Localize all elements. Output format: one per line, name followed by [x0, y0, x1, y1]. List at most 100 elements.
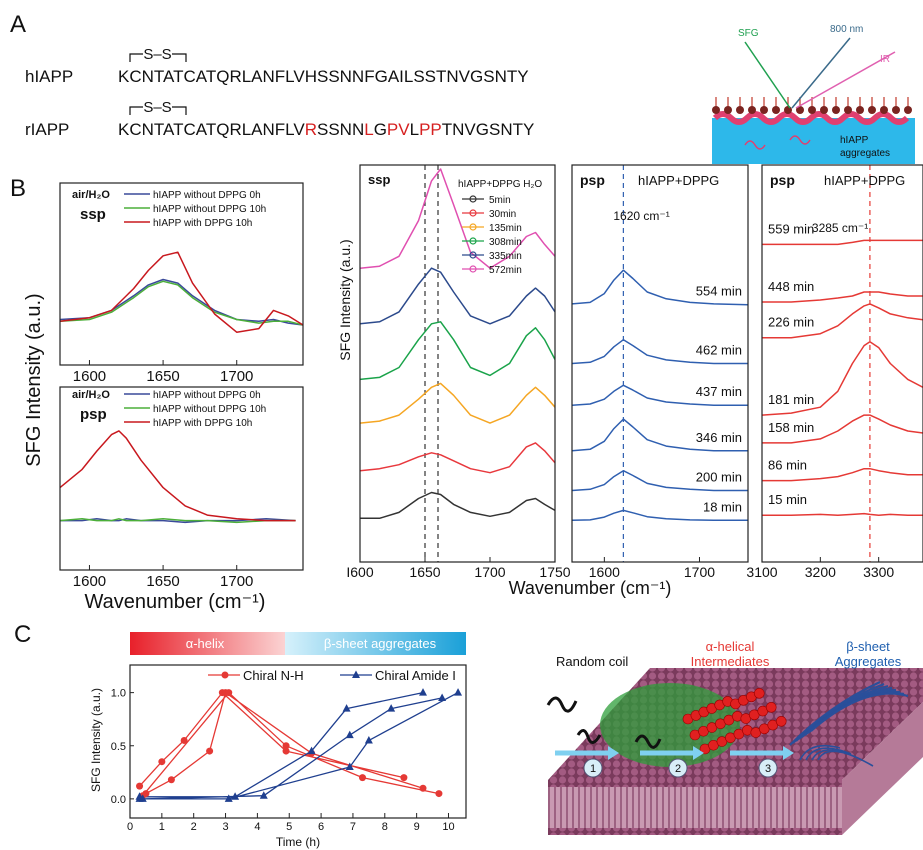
- chart: 1600 1700 554 min 462 min 437 min 346 min 200 …: [571, 164, 749, 580]
- x-tick-label: 0: [127, 821, 133, 833]
- lipid-head: [784, 106, 792, 114]
- series-line: [572, 269, 748, 306]
- disulfide-bracket: [129, 106, 187, 115]
- panel-tag: psp: [580, 172, 605, 188]
- data-point: [364, 735, 373, 744]
- data-point: [259, 791, 268, 799]
- legend-label: 30min: [489, 209, 516, 220]
- legend-marker: [469, 265, 477, 273]
- disulfide-label: S–S: [143, 46, 171, 63]
- disulfide-bracket: [129, 53, 187, 62]
- data-point: [438, 693, 447, 701]
- data-point: [454, 688, 463, 696]
- helix-bead: [753, 688, 765, 699]
- series-line: [360, 267, 555, 325]
- sequence-segment: L: [364, 120, 373, 139]
- panel-tag: psp: [80, 406, 107, 423]
- step-number: 3: [765, 763, 771, 775]
- step-badge: [668, 758, 688, 778]
- peptide-name: hIAPP: [25, 67, 73, 86]
- helices: [682, 688, 787, 755]
- membrane-front: [548, 780, 842, 835]
- membrane-front-heads: [548, 828, 842, 835]
- stage-label: Aggregates: [835, 654, 902, 669]
- x-tick-label: 9: [414, 821, 420, 833]
- sequence-segment: G: [374, 120, 387, 139]
- membrane-side: [842, 702, 923, 835]
- beam-label: 800 nm: [830, 24, 863, 35]
- phase-bar: [285, 632, 466, 655]
- lipid-head: [712, 106, 720, 114]
- series-label: 437 min: [696, 384, 742, 399]
- x-tick-label: 7: [350, 821, 356, 833]
- schematic-caption: hIAPP: [840, 135, 869, 146]
- series-label: 226 min: [768, 315, 814, 330]
- data-point: [180, 736, 188, 744]
- aggregate-layer: [712, 111, 910, 125]
- plot-area: [139, 691, 459, 800]
- lipid-head: [748, 106, 756, 114]
- disulfide-label: S–S: [143, 99, 171, 116]
- x-axis-label: Wavenumber (cm⁻¹): [509, 578, 672, 598]
- series-label: 15 min: [768, 492, 807, 507]
- series-label: 346 min: [696, 430, 742, 445]
- series-label: 18 min: [703, 499, 742, 514]
- x-axis-label: Time (h): [276, 835, 320, 849]
- sheet-strand: [810, 692, 909, 732]
- data-point: [282, 742, 290, 750]
- legend-label: Chiral Amide I: [375, 668, 456, 683]
- step-arrowhead: [693, 746, 704, 760]
- sequence-segment: SSNN: [317, 120, 364, 139]
- series-label: 86 min: [768, 458, 807, 473]
- x-tick-label: 1: [159, 821, 165, 833]
- data-point: [342, 704, 351, 712]
- lipid-head: [724, 106, 732, 114]
- chart: I600 1650 1700 1750 ssp hIAPP+DPPG H₂O 5min 30m…: [337, 164, 571, 580]
- legend-title: hIAPP+DPPG H₂O: [458, 179, 542, 190]
- series-label: 200 min: [696, 470, 742, 485]
- series-line: [60, 251, 303, 333]
- sequence-segment: L: [410, 120, 419, 139]
- data-point: [387, 704, 396, 712]
- peptide-name: rIAPP: [25, 120, 69, 139]
- plot-frame: [59, 386, 304, 571]
- y-tick-label: 0.5: [111, 741, 126, 753]
- steps: 1 2 3: [555, 746, 794, 778]
- legend-label: 135min: [489, 223, 522, 234]
- x-tick-label: 1650: [146, 573, 179, 590]
- series-line: [762, 512, 923, 516]
- lipid-head: [892, 106, 900, 114]
- substrate: [712, 118, 915, 164]
- legend-title: air/H₂O: [72, 189, 110, 201]
- data-point: [307, 746, 316, 755]
- plot-frame: [761, 164, 923, 563]
- x-tick-label: 1700: [220, 368, 253, 385]
- series-line: [762, 414, 923, 444]
- legend-label: hIAPP without DPPG 10h: [153, 404, 266, 415]
- series-label: 181 min: [768, 392, 814, 407]
- chart-title: hIAPP+DPPG: [824, 173, 905, 188]
- series-line: [572, 509, 748, 522]
- legend-label: Chiral N-H: [243, 668, 304, 683]
- beam-label: IR: [880, 54, 890, 65]
- panel-tag: ssp: [80, 206, 106, 223]
- phase-label: β-sheet aggregates: [324, 636, 437, 651]
- lipid-head: [760, 106, 768, 114]
- step-arrowhead: [783, 746, 794, 760]
- sequence-block: hIAPP S–S KCNTATCATQRLANFLVHSSNNFGAILSST…: [25, 46, 534, 139]
- x-tick-label: 1650: [146, 368, 179, 385]
- schematic-caption: aggregates: [840, 148, 890, 159]
- legend-marker: [352, 670, 360, 678]
- x-tick-label: 2: [191, 821, 197, 833]
- plot-frame: [59, 182, 304, 366]
- legend-marker: [469, 195, 477, 203]
- data-point: [225, 689, 233, 697]
- helix-bead: [775, 716, 787, 727]
- legend-marker: [221, 671, 229, 679]
- data-point: [435, 790, 443, 798]
- plot-frame: [571, 164, 749, 563]
- membrane-front-heads: [548, 780, 842, 787]
- data-point: [231, 792, 240, 800]
- plot-area: [60, 251, 303, 333]
